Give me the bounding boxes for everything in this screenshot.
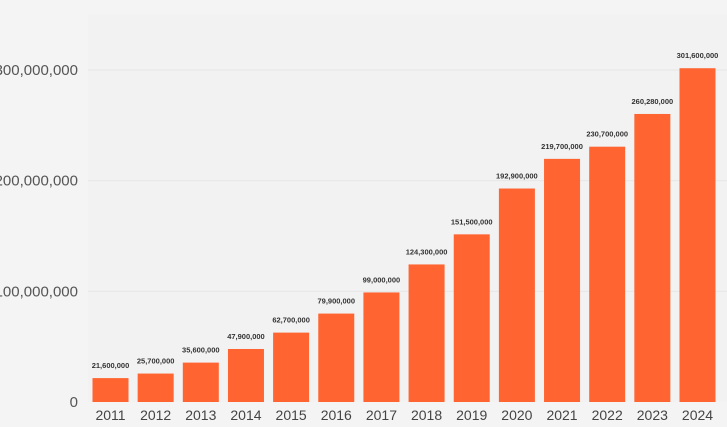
x-tick-label: 2020 <box>501 407 532 423</box>
x-tick-label: 2014 <box>230 407 261 423</box>
data-label: 230,700,000 <box>586 130 628 139</box>
y-tick-label: 0 <box>70 394 78 411</box>
bar <box>544 158 581 402</box>
x-tick-label: 2013 <box>185 407 216 423</box>
x-tick-label: 2011 <box>95 407 125 423</box>
data-label: 35,600,000 <box>182 346 220 355</box>
data-label: 151,500,000 <box>451 217 493 226</box>
y-tick-label: 300,000,000 <box>0 62 78 79</box>
x-tick-label: 2012 <box>140 407 171 423</box>
data-label: 99,000,000 <box>363 275 401 284</box>
bar <box>318 313 355 402</box>
bar <box>498 188 535 402</box>
bar <box>589 146 626 402</box>
bar <box>273 332 310 402</box>
x-tick-label: 2016 <box>321 407 352 423</box>
y-axis: 0 100,000,000 200,000,000 300,000,000 <box>0 62 78 411</box>
x-tick-label: 2017 <box>366 407 397 423</box>
x-tick-label: 2024 <box>682 407 713 423</box>
bar <box>363 292 400 402</box>
x-axis: 2011 2012 2013 2014 2015 2016 2017 2018 2019 2020… <box>95 407 713 423</box>
data-labels: 21,600,000 25,700,000 35,600,000 47,900,000… <box>92 51 719 370</box>
x-tick-label: 2019 <box>456 407 487 423</box>
bar <box>634 113 671 403</box>
data-label: 192,900,000 <box>496 172 538 181</box>
data-label: 47,900,000 <box>227 332 265 341</box>
x-tick-label: 2022 <box>592 407 623 423</box>
data-label: 124,300,000 <box>406 247 448 256</box>
bar <box>453 234 490 402</box>
data-label: 219,700,000 <box>541 142 583 151</box>
bar <box>227 348 264 402</box>
bar <box>137 373 174 402</box>
bar <box>92 378 129 402</box>
bar <box>679 68 716 402</box>
data-label: 62,700,000 <box>272 316 310 325</box>
plot-area <box>88 14 727 402</box>
bars <box>92 68 716 403</box>
x-tick-label: 2021 <box>546 407 577 423</box>
x-tick-label: 2018 <box>411 407 442 423</box>
data-label: 260,280,000 <box>631 97 673 106</box>
x-tick-label: 2015 <box>276 407 307 423</box>
data-label: 301,600,000 <box>677 51 719 60</box>
data-label: 21,600,000 <box>92 361 130 370</box>
bar <box>182 362 219 402</box>
bar <box>408 264 445 402</box>
data-label: 25,700,000 <box>137 357 175 366</box>
y-tick-label: 100,000,000 <box>0 283 78 300</box>
x-tick-label: 2023 <box>637 407 668 423</box>
data-label: 79,900,000 <box>317 297 355 306</box>
y-tick-label: 200,000,000 <box>0 173 78 190</box>
